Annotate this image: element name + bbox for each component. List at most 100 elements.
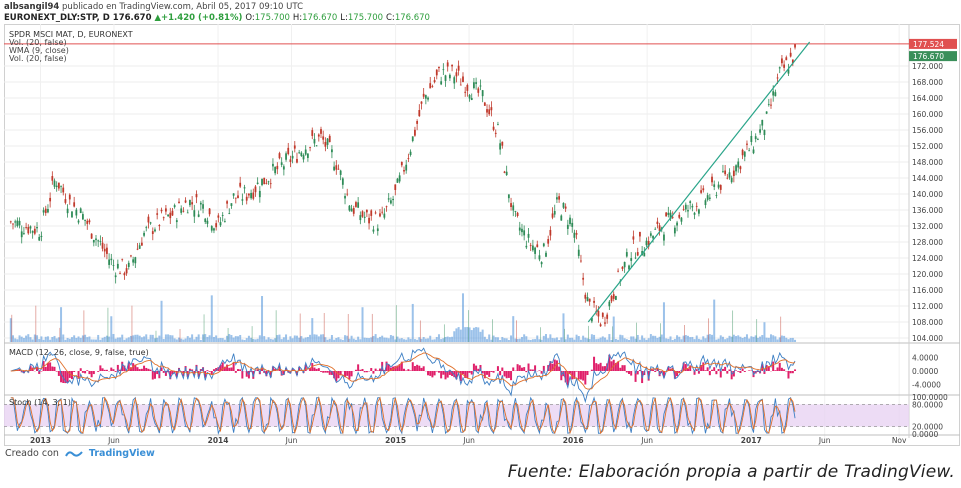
macd-histogram-bar xyxy=(614,362,617,371)
volume-bar xyxy=(68,338,71,342)
volume-bar xyxy=(496,337,499,342)
candle-body xyxy=(516,212,519,217)
volume-bar xyxy=(531,339,534,342)
volume-bar xyxy=(767,337,770,342)
volume-bar xyxy=(413,339,416,342)
chart-frame[interactable]: 104.000 108.000 112.000 116.000 120.000 124.0… xyxy=(4,24,960,446)
candle-body xyxy=(719,185,722,190)
x-tick-label: Jun xyxy=(818,436,831,445)
candle-body xyxy=(237,195,239,198)
volume-bar xyxy=(422,337,425,342)
candle-body xyxy=(300,152,303,156)
price-chart[interactable]: 104.000 108.000 112.000 116.000 120.000 124.0… xyxy=(4,24,960,446)
macd-histogram-bar xyxy=(46,362,49,371)
volume-bar xyxy=(418,337,421,342)
macd-histogram-bar xyxy=(254,370,257,371)
volume-bar xyxy=(595,339,598,342)
volume-bar xyxy=(295,335,298,342)
macd-histogram-bar xyxy=(387,364,390,371)
volume-bar xyxy=(669,336,672,342)
macd-histogram-bar xyxy=(756,371,759,373)
candle-body xyxy=(326,138,329,145)
macd-histogram-bar xyxy=(121,361,124,371)
candle-body xyxy=(221,215,224,216)
volume-bar xyxy=(791,337,794,342)
volume-bar xyxy=(306,336,309,342)
volume-bar xyxy=(577,335,580,342)
volume-bar xyxy=(337,337,340,342)
volume-bar xyxy=(90,339,93,342)
candle-body xyxy=(739,166,742,170)
macd-histogram-bar xyxy=(324,371,327,373)
volume-bar xyxy=(352,338,355,342)
volume-bar xyxy=(370,337,373,342)
candle-body xyxy=(538,255,541,260)
macd-histogram-bar xyxy=(689,365,692,371)
volume-bar xyxy=(507,339,510,342)
macd-histogram-bar xyxy=(422,366,425,371)
candle-body xyxy=(663,234,665,241)
volume-bar xyxy=(461,293,464,342)
volume-bar xyxy=(16,339,19,342)
brand-name[interactable]: TradingView xyxy=(88,448,155,459)
candle-body xyxy=(228,213,231,214)
candle-body xyxy=(726,177,729,179)
candle-body xyxy=(180,208,183,213)
volume-bar xyxy=(783,335,786,342)
candle-body xyxy=(276,165,279,170)
candle-body xyxy=(639,231,641,237)
volume-bar xyxy=(597,338,600,342)
volume-bar xyxy=(610,339,613,342)
macd-histogram-bar xyxy=(529,369,532,371)
volume-bar xyxy=(584,337,587,342)
candle-body xyxy=(169,212,172,219)
macd-histogram-bar xyxy=(317,368,320,371)
candle-body xyxy=(440,81,443,85)
volume-bar xyxy=(505,338,508,342)
candle-body xyxy=(560,215,563,221)
volume-bar xyxy=(57,337,60,342)
macd-histogram-bar xyxy=(127,362,130,371)
candle-body xyxy=(75,209,78,216)
last-price-tag: 176.670 xyxy=(913,52,944,61)
volume-bar xyxy=(721,336,724,342)
volume-bar xyxy=(717,338,720,342)
volume-bar xyxy=(341,339,344,342)
volume-bar xyxy=(140,337,143,342)
macd-histogram-bar xyxy=(110,367,113,371)
volume-bar xyxy=(549,334,552,342)
volume-bar xyxy=(204,334,207,342)
publish-info: albsangil94 publicado en TradingView.com… xyxy=(4,2,303,12)
macd-histogram-bar xyxy=(623,365,626,371)
y-tick-label: 164.000 xyxy=(912,94,943,103)
candle-body xyxy=(438,66,440,69)
candle-body xyxy=(724,170,727,175)
candle-body xyxy=(507,194,510,199)
macd-histogram-bar xyxy=(470,371,473,375)
volume-bar xyxy=(621,335,624,342)
volume-bar xyxy=(309,334,312,342)
candle-body xyxy=(409,151,412,155)
symbol-bar: EURONEXT_DLY:STP, D 176.670 ▲+1.420 (+0.… xyxy=(4,13,430,23)
macd-histogram-bar xyxy=(171,371,174,375)
macd-histogram-bar xyxy=(534,365,537,371)
candle-body xyxy=(352,208,355,214)
candle-body xyxy=(702,188,705,191)
volume-bar xyxy=(320,334,323,342)
signal-line xyxy=(10,352,796,390)
macd-histogram-bar xyxy=(549,361,552,371)
volume-bar xyxy=(11,335,14,342)
volume-bar xyxy=(252,339,255,342)
macd-histogram-bar xyxy=(776,367,779,371)
candle-body xyxy=(765,111,768,114)
volume-bar xyxy=(743,336,746,342)
candle-body xyxy=(575,233,578,235)
volume-bar xyxy=(372,335,375,342)
candle-body xyxy=(687,210,689,212)
author-name[interactable]: albsangil94 xyxy=(4,2,60,12)
volume-bar xyxy=(236,336,239,342)
candle-body xyxy=(272,163,274,167)
candle-body xyxy=(160,209,163,212)
volume-bar xyxy=(468,327,471,342)
candle-body xyxy=(588,298,591,302)
